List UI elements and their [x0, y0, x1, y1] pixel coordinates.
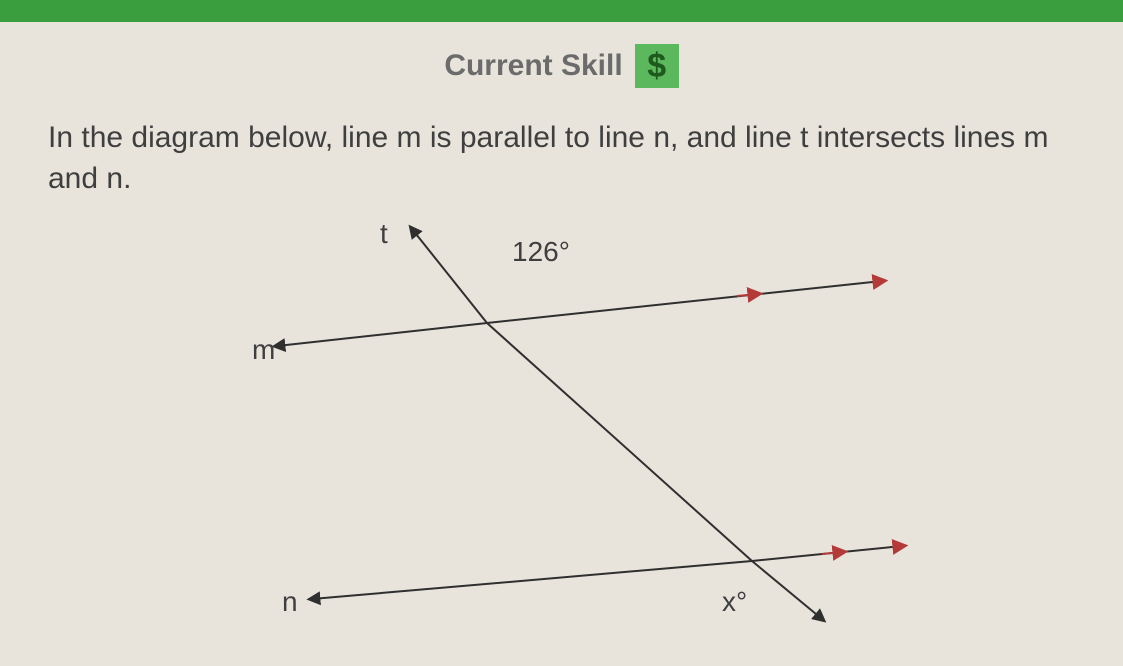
line-n-left: [312, 561, 752, 599]
label-t: t: [380, 218, 388, 249]
line-m-tick: [737, 294, 757, 296]
top-accent-bar: [0, 0, 1123, 22]
line-t-mid: [487, 323, 752, 561]
label-m: m: [252, 334, 275, 365]
angle-x: x°: [722, 586, 747, 617]
content-area: Current Skill $ In the diagram below, li…: [0, 22, 1123, 631]
line-t-up: [412, 229, 487, 323]
current-skill-label: Current Skill: [444, 49, 622, 83]
diagram-container: t m n 126° x°: [40, 211, 1083, 631]
angle-126: 126°: [512, 236, 570, 267]
dollar-badge-icon: $: [635, 44, 679, 88]
label-n: n: [282, 586, 298, 617]
line-m-left: [277, 323, 487, 346]
line-n-tick: [822, 552, 842, 554]
question-text: In the diagram below, line m is parallel…: [40, 118, 1083, 211]
skill-header: Current Skill $: [40, 22, 1083, 118]
line-t-down: [752, 561, 822, 619]
line-m-right: [487, 281, 882, 323]
parallel-lines-diagram: t m n 126° x°: [182, 211, 942, 631]
